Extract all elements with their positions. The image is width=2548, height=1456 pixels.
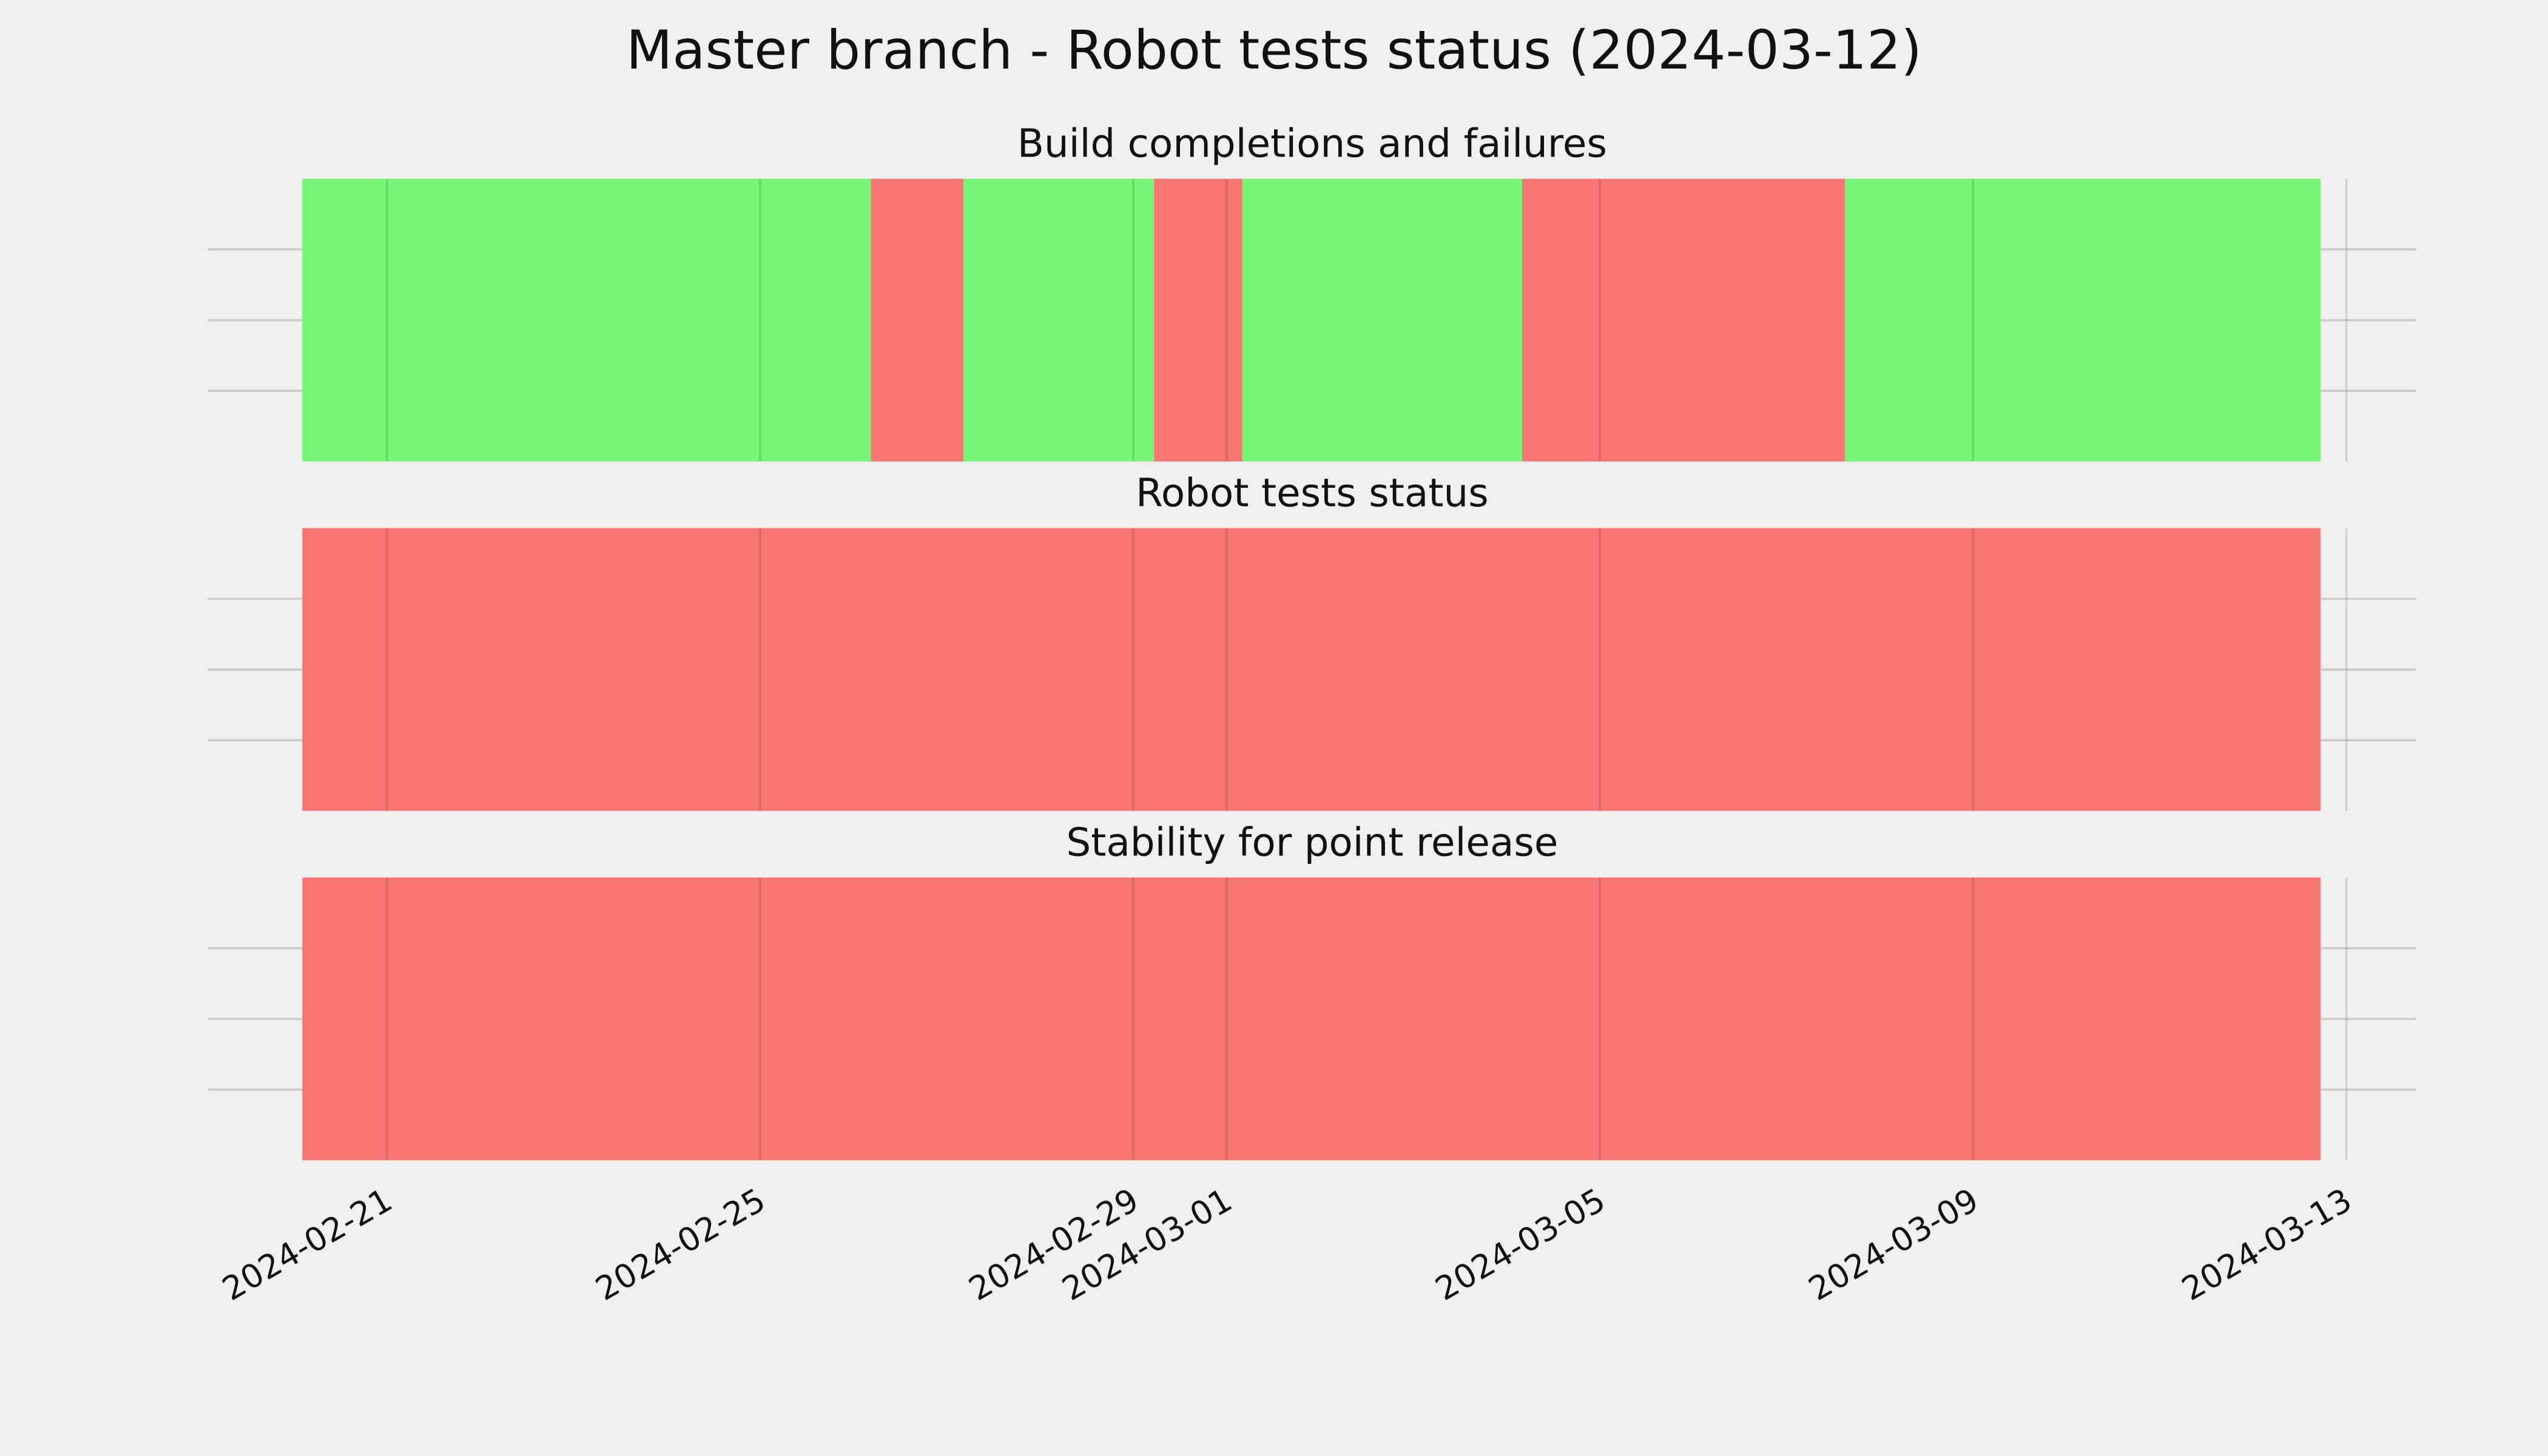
status-span <box>302 877 2320 1161</box>
status-span <box>1844 178 2320 462</box>
status-span <box>1242 178 1523 462</box>
status-span <box>963 178 1154 462</box>
status-span <box>871 178 964 462</box>
status-span <box>1154 178 1242 462</box>
subplot-title: Build completions and failures <box>1017 121 1607 167</box>
status-span <box>302 178 871 462</box>
subplot-title: Robot tests status <box>1136 471 1489 516</box>
status-span <box>302 528 2320 811</box>
status-span <box>1522 178 1845 462</box>
subplot-title: Stability for point release <box>1067 820 1559 865</box>
chart-title: Master branch - Robot tests status (2024… <box>626 19 1922 81</box>
